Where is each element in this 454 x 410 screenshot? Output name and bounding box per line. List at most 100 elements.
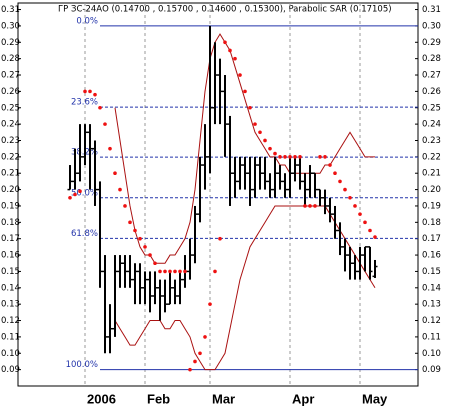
y-tick-label-right: 0.15: [422, 267, 441, 277]
sar-dot: [278, 155, 282, 159]
sar-dot: [253, 122, 257, 126]
y-tick-label: 0.30: [1, 21, 20, 31]
y-tick-label-right: 0.27: [422, 71, 441, 81]
y-tick-label-right: 0.21: [422, 169, 441, 179]
sar-dot: [248, 105, 252, 110]
sar-dot: [268, 146, 272, 151]
sar-dot: [168, 269, 172, 274]
y-tick-label-right: 0.11: [422, 332, 441, 342]
y-tick-label: 0.17: [1, 234, 20, 244]
sar-dot: [218, 236, 222, 241]
sar-dot: [238, 73, 242, 77]
y-tick-label-right: 0.16: [422, 251, 441, 261]
y-tick-label: 0.10: [1, 349, 20, 359]
sar-dot: [88, 89, 92, 94]
band-lower: [114, 205, 376, 371]
y-tick-label-right: 0.20: [422, 185, 441, 195]
y-tick-label: 0.12: [1, 316, 20, 326]
y-tick-label-right: 0.24: [422, 120, 441, 130]
fib-label: 23.6%: [71, 98, 98, 108]
y-tick-label: 0.19: [1, 201, 20, 211]
y-tick-label: 0.18: [1, 218, 20, 228]
chart-title: ГР ЗС-24АО (0.14700 , 0.15700 , 0.14600 …: [58, 5, 392, 15]
sar-dot: [208, 302, 212, 306]
sar-dot: [223, 40, 227, 45]
band-upper: [114, 33, 375, 264]
sar-dot: [373, 235, 377, 239]
sar-dot: [83, 89, 87, 94]
y-tick-label: 0.25: [1, 103, 20, 113]
y-tick-label: 0.15: [1, 267, 20, 277]
sar-dot: [143, 245, 147, 249]
y-tick-label: 0.29: [1, 38, 20, 48]
sar-dot: [283, 155, 287, 159]
y-tick-label-right: 0.23: [422, 136, 441, 146]
sar-dot: [333, 171, 337, 176]
sar-dot: [148, 253, 152, 257]
y-tick-label-right: 0.29: [422, 38, 441, 48]
y-tick-label-right: 0.17: [422, 234, 441, 244]
y-tick-label-right: 0.09: [422, 365, 441, 375]
y-tick-label: 0.31: [1, 5, 20, 15]
y-tick-label-right: 0.13: [422, 300, 441, 310]
x-tick-label: Feb: [147, 391, 170, 406]
sar-dot: [108, 146, 112, 151]
sar-dot: [138, 236, 142, 241]
x-tick-label: Apr: [292, 391, 314, 406]
sar-dot: [158, 269, 162, 274]
sar-dot: [338, 179, 342, 184]
sar-dot: [203, 335, 207, 339]
fib-label: 0.0%: [76, 16, 98, 26]
sar-dot: [353, 204, 357, 208]
y-tick-label: 0.23: [1, 136, 20, 146]
sar-dot: [233, 56, 237, 61]
y-tick-label: 0.14: [1, 283, 20, 293]
y-tick-label-right: 0.30: [422, 21, 441, 31]
fib-label: 61.8%: [71, 229, 98, 239]
sar-dot: [133, 228, 137, 233]
y-tick-label: 0.13: [1, 300, 20, 310]
y-tick-label: 0.09: [1, 365, 20, 375]
sar-dot: [193, 359, 197, 364]
sar-dot: [263, 138, 267, 143]
y-tick-label-right: 0.31: [422, 5, 441, 15]
sar-dot: [308, 204, 312, 208]
sar-dot: [343, 187, 347, 192]
sar-dot: [293, 155, 297, 159]
y-tick-label: 0.11: [1, 332, 20, 342]
fib-label: 50.0%: [71, 188, 98, 198]
sar-dot: [128, 220, 132, 225]
y-tick-label-right: 0.18: [422, 218, 441, 228]
sar-dot: [113, 171, 117, 176]
y-tick-label: 0.28: [1, 54, 20, 64]
y-tick-label-right: 0.12: [422, 316, 441, 326]
y-tick-label: 0.27: [1, 71, 20, 81]
sar-dot: [68, 195, 72, 200]
sar-dot: [153, 261, 157, 266]
y-tick-label-right: 0.28: [422, 54, 441, 64]
sar-dot: [103, 122, 107, 126]
sar-dot: [178, 269, 182, 274]
sar-dot: [198, 351, 202, 356]
sar-dot: [73, 192, 77, 197]
sar-dot: [368, 228, 372, 233]
sar-dot: [163, 269, 167, 274]
sar-dot: [358, 212, 362, 216]
y-tick-label-right: 0.26: [422, 87, 441, 97]
fib-label: 100.0%: [66, 360, 98, 370]
y-tick-label-right: 0.10: [422, 349, 441, 359]
sar-dot: [323, 155, 327, 159]
y-tick-label-right: 0.22: [422, 152, 441, 162]
sar-dot: [298, 155, 302, 159]
y-tick-label: 0.20: [1, 185, 20, 195]
y-tick-label-right: 0.25: [422, 103, 441, 113]
sar-dot: [188, 367, 192, 372]
sar-dot: [288, 155, 292, 159]
sar-dot: [313, 204, 317, 208]
sar-dot: [363, 220, 367, 225]
sar-dot: [93, 92, 97, 97]
y-tick-label: 0.16: [1, 251, 20, 261]
sar-dot: [98, 105, 102, 110]
x-tick-label: Mar: [212, 391, 235, 406]
